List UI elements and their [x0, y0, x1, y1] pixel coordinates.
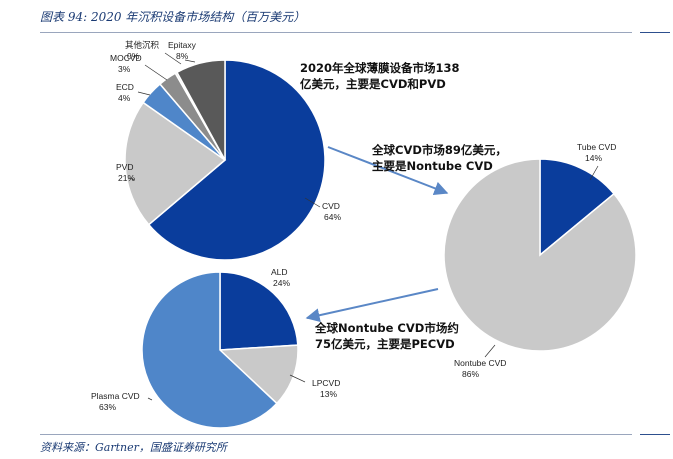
note-line: 2020年全球薄膜设备市场138: [300, 61, 460, 75]
top-divider-accent: [640, 32, 670, 33]
pie-slice-ald: [219, 271, 299, 351]
slice-label: LPCVD: [312, 378, 340, 388]
arrow-to-nontube-pie: [305, 288, 439, 323]
slice-value-label: 86%: [462, 369, 479, 379]
slice-value-label: 0%: [127, 51, 140, 61]
arrow-to-cvd-pie: [327, 146, 449, 195]
note-line: 75亿美元，主要是PECVD: [315, 337, 455, 351]
note-line: 全球CVD市场89亿美元，: [372, 143, 507, 157]
top-divider: [40, 32, 632, 33]
note-line: 主要是Nontube CVD: [372, 159, 493, 173]
slice-label: ALD: [271, 267, 288, 277]
pie-slice-tube-cvd: [539, 158, 616, 257]
slice-value-label: 3%: [118, 64, 131, 74]
note-cvd-market: 全球CVD市场89亿美元， 主要是Nontube CVD: [372, 142, 507, 174]
slice-label: 其他沉积: [125, 40, 160, 50]
leader-line: [164, 52, 182, 65]
leader-line: [589, 165, 599, 181]
bottom-divider-accent: [640, 434, 670, 435]
slice-label: MOCVD: [110, 53, 142, 63]
leader-line: [484, 344, 496, 358]
leader-line: [289, 374, 306, 383]
leader-line: [304, 197, 321, 208]
pie-slice-epitaxy: [175, 59, 226, 161]
slice-label: Tube CVD: [577, 142, 616, 152]
slice-label: Epitaxy: [168, 40, 197, 50]
leader-line: [147, 397, 153, 401]
slice-value-label: 14%: [585, 153, 602, 163]
note-nontube-market: 全球Nontube CVD市场约 75亿美元，主要是PECVD: [315, 320, 459, 352]
pie-slice-plasma-cvd: [141, 271, 278, 429]
slice-value-label: 24%: [273, 278, 290, 288]
slice-value-label: 8%: [176, 51, 189, 61]
leader-line: [129, 177, 135, 181]
leader-line: [137, 91, 151, 96]
slice-value-label: 64%: [324, 212, 341, 222]
slice-label: Nontube CVD: [454, 358, 506, 368]
slice-label: PVD: [116, 162, 133, 172]
slice-value-label: 4%: [118, 93, 131, 103]
slice-label: ECD: [116, 82, 134, 92]
leader-line: [144, 64, 168, 81]
source-note: 资料来源：Gartner，国盛证券研究所: [40, 441, 227, 454]
leader-line: [184, 59, 196, 63]
slice-label: Plasma CVD: [91, 391, 140, 401]
pie-slice-nontube-cvd: [443, 158, 637, 352]
pie-slice-cvd: [147, 59, 326, 261]
note-deposition-market: 2020年全球薄膜设备市场138 亿美元，主要是CVD和PVD: [300, 60, 460, 92]
slice-label: CVD: [322, 201, 340, 211]
note-line: 全球Nontube CVD市场约: [315, 321, 459, 335]
note-line: 亿美元，主要是CVD和PVD: [300, 77, 446, 91]
slice-value-label: 21%: [118, 173, 135, 183]
pie-slice-pvd: [124, 101, 227, 226]
slice-value-label: 63%: [99, 402, 116, 412]
slice-value-label: 13%: [320, 389, 337, 399]
figure-title: 图表 94: 2020 年沉积设备市场结构（百万美元）: [40, 10, 306, 24]
bottom-divider: [40, 434, 632, 435]
